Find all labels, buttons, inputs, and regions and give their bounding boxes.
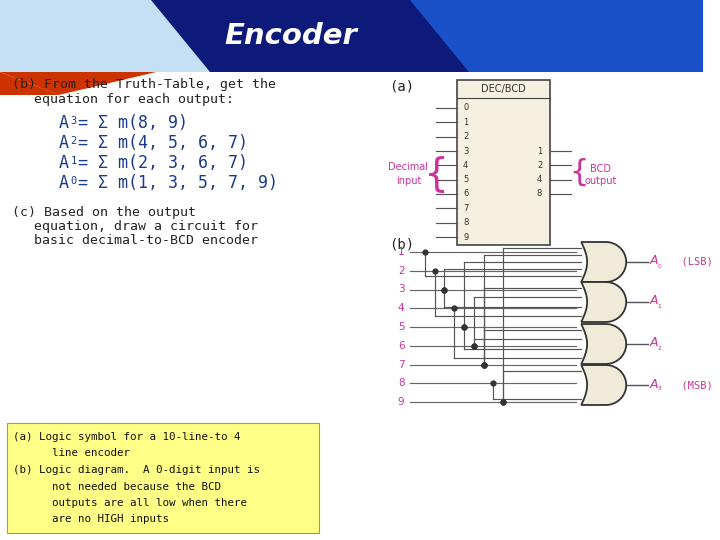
Bar — [457, 80, 550, 245]
Text: equation for each output:: equation for each output: — [34, 93, 234, 106]
Text: 8: 8 — [398, 378, 405, 388]
Text: A: A — [58, 114, 68, 132]
Text: 6: 6 — [398, 341, 405, 351]
Text: output: output — [585, 176, 617, 186]
Text: A: A — [649, 336, 658, 349]
Polygon shape — [0, 0, 703, 72]
Polygon shape — [0, 72, 58, 95]
Text: (LSB): (LSB) — [669, 257, 713, 267]
Text: A: A — [58, 154, 68, 172]
Text: Decimal: Decimal — [388, 163, 428, 172]
Text: 4: 4 — [398, 303, 405, 313]
Text: 2: 2 — [463, 132, 468, 141]
Text: ₃: ₃ — [657, 383, 661, 393]
Text: 0: 0 — [463, 104, 468, 112]
Text: are no HIGH inputs: are no HIGH inputs — [13, 515, 168, 524]
Text: A: A — [58, 134, 68, 152]
Text: (b): (b) — [389, 238, 414, 252]
Text: (a): (a) — [389, 80, 414, 94]
Text: 5: 5 — [463, 175, 468, 184]
Text: input: input — [396, 176, 421, 186]
Text: {: { — [570, 158, 589, 187]
Text: (c) Based on the output: (c) Based on the output — [12, 206, 196, 219]
Text: 7: 7 — [463, 204, 469, 213]
Polygon shape — [0, 72, 156, 95]
Text: (a) Logic symbol for a 10-line-to 4: (a) Logic symbol for a 10-line-to 4 — [13, 432, 240, 442]
Text: 9: 9 — [398, 397, 405, 407]
Text: }: } — [415, 153, 440, 192]
Text: equation, draw a circuit for: equation, draw a circuit for — [34, 220, 258, 233]
Text: ₁: ₁ — [657, 300, 661, 309]
Text: line encoder: line encoder — [13, 449, 130, 458]
Text: 5: 5 — [398, 322, 405, 332]
Polygon shape — [581, 282, 626, 322]
Polygon shape — [581, 365, 626, 405]
Text: 1: 1 — [537, 146, 542, 156]
Text: not needed because the BCD: not needed because the BCD — [13, 482, 221, 491]
Text: 1: 1 — [71, 156, 76, 166]
Text: 2: 2 — [71, 136, 76, 146]
Text: 2: 2 — [537, 161, 542, 170]
Text: 4: 4 — [463, 161, 468, 170]
Text: A: A — [649, 254, 658, 267]
Text: ₀: ₀ — [657, 260, 661, 269]
Text: 2: 2 — [398, 266, 405, 276]
Text: basic decimal-to-BCD encoder: basic decimal-to-BCD encoder — [34, 234, 258, 247]
Polygon shape — [410, 0, 703, 72]
Text: 8: 8 — [537, 190, 542, 199]
Text: = Σ m(4, 5, 6, 7): = Σ m(4, 5, 6, 7) — [78, 134, 248, 152]
Polygon shape — [151, 0, 703, 72]
Text: ₂: ₂ — [657, 342, 661, 352]
Text: 3: 3 — [71, 116, 76, 126]
Text: 3: 3 — [398, 285, 405, 294]
Text: 0: 0 — [71, 176, 76, 186]
Text: 6: 6 — [463, 190, 469, 199]
Text: 8: 8 — [463, 218, 469, 227]
Text: = Σ m(1, 3, 5, 7, 9): = Σ m(1, 3, 5, 7, 9) — [78, 174, 278, 192]
Bar — [0, 72, 703, 540]
Text: 4: 4 — [537, 175, 542, 184]
Text: 3: 3 — [463, 146, 469, 156]
Text: 1: 1 — [463, 118, 468, 127]
Text: A: A — [58, 174, 68, 192]
Text: outputs are all low when there: outputs are all low when there — [13, 498, 247, 508]
Text: (b) Logic diagram.  A 0-digit input is: (b) Logic diagram. A 0-digit input is — [13, 465, 260, 475]
Polygon shape — [581, 242, 626, 282]
Text: (MSB): (MSB) — [669, 380, 713, 390]
Polygon shape — [581, 324, 626, 364]
Text: (b) From the Truth-Table, get the: (b) From the Truth-Table, get the — [12, 78, 276, 91]
Text: = Σ m(8, 9): = Σ m(8, 9) — [78, 114, 188, 132]
Text: DEC/BCD: DEC/BCD — [481, 84, 526, 94]
Text: BCD: BCD — [590, 164, 611, 173]
Text: A: A — [649, 294, 658, 307]
Text: 7: 7 — [398, 360, 405, 369]
Text: 9: 9 — [463, 233, 468, 241]
Text: 1: 1 — [398, 247, 405, 257]
Text: = Σ m(2, 3, 6, 7): = Σ m(2, 3, 6, 7) — [78, 154, 248, 172]
FancyBboxPatch shape — [6, 423, 320, 533]
Text: A: A — [649, 377, 658, 390]
Text: Encoder: Encoder — [225, 22, 358, 50]
